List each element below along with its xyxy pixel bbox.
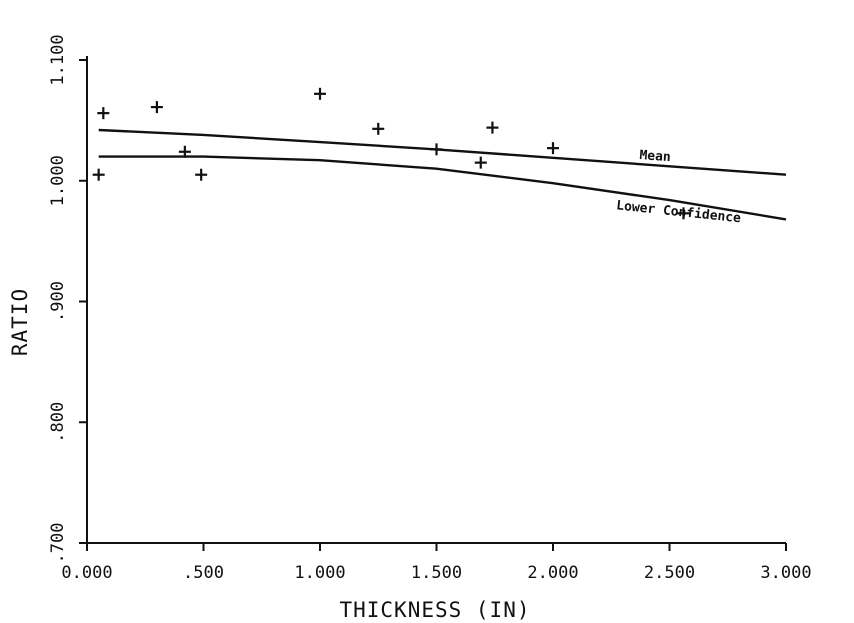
data-point xyxy=(314,87,326,100)
data-point xyxy=(486,121,499,134)
tick-labels: 0.000 .500 1.000 1.500 2.000 2.500 3.000 .700 .8… xyxy=(48,34,812,583)
y-tick-label: .800 xyxy=(48,402,68,443)
data-point xyxy=(474,156,487,169)
data-point xyxy=(150,101,163,114)
y-tick-label: 1.100 xyxy=(48,34,68,85)
data-point xyxy=(97,107,110,120)
data-point xyxy=(195,168,208,181)
axes xyxy=(86,56,786,544)
ticks xyxy=(79,59,787,551)
x-tick-label: .500 xyxy=(183,563,224,583)
x-tick-label: 1.500 xyxy=(411,563,462,583)
data-point xyxy=(372,122,385,135)
y-tick-label: .700 xyxy=(48,523,68,564)
data-point xyxy=(92,168,105,181)
data-points xyxy=(92,87,690,220)
y-axis-title: RATIO xyxy=(8,288,32,356)
x-tick-label: 2.000 xyxy=(527,563,578,583)
x-tick-label: 3.000 xyxy=(760,563,811,583)
mean-label: Mean xyxy=(639,148,671,165)
data-point xyxy=(677,207,690,220)
x-tick-label: 1.000 xyxy=(294,563,345,583)
data-point xyxy=(178,145,191,158)
x-axis-title: THICKNESS (IN) xyxy=(339,598,530,622)
lower-confidence-curve xyxy=(98,155,787,221)
y-tick-label: 1.000 xyxy=(48,155,68,206)
x-tick-label: 2.500 xyxy=(644,563,695,583)
x-tick-label: 0.000 xyxy=(61,563,112,583)
data-point xyxy=(547,142,559,155)
mean-curve xyxy=(98,128,787,176)
data-point xyxy=(430,143,443,156)
y-tick-label: .900 xyxy=(48,281,68,322)
